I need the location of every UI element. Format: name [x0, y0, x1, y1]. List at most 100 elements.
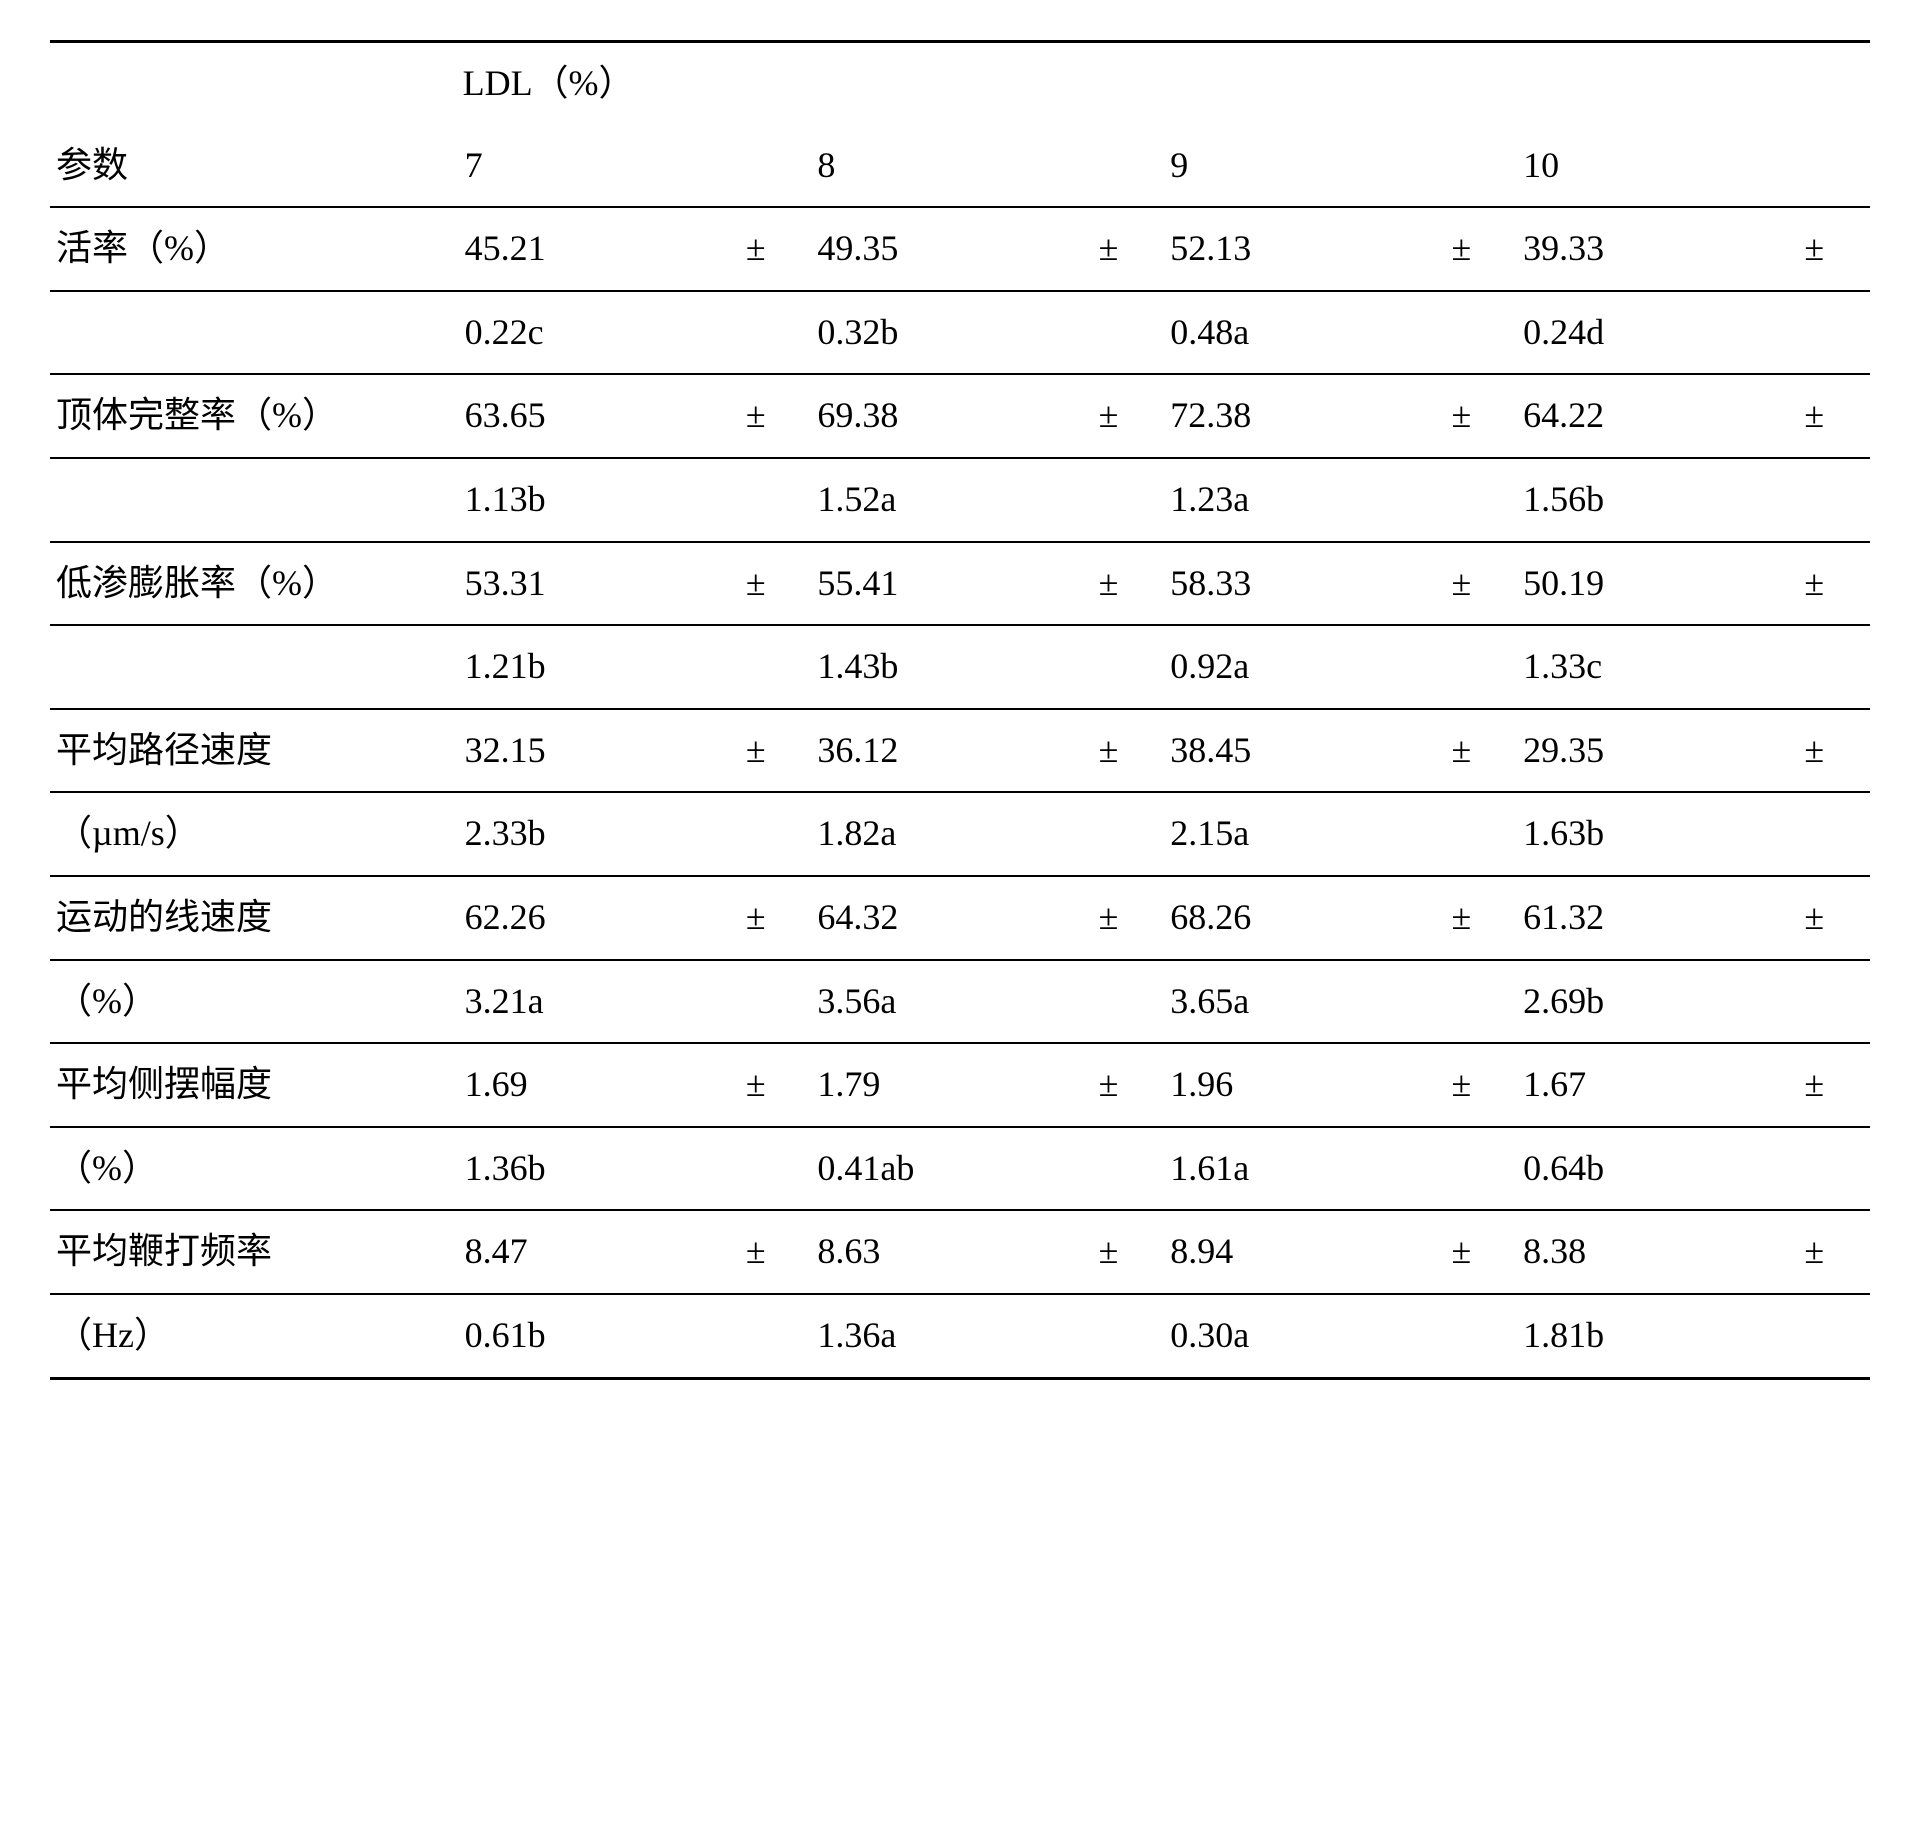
table-row: （%）3.21a3.56a3.65a2.69b — [50, 960, 1870, 1044]
gap-cell — [1758, 1127, 1870, 1211]
gap-cell — [1758, 960, 1870, 1044]
value-cell: 8.63 — [811, 1210, 1052, 1294]
table-row: 平均鞭打频率8.47±8.63±8.94±8.38± — [50, 1210, 1870, 1294]
value-cell: 39.33 — [1517, 207, 1758, 291]
plus-minus: ± — [1758, 709, 1870, 793]
gap-cell — [1053, 1127, 1164, 1211]
table-row: （%）1.36b0.41ab1.61a0.64b — [50, 1127, 1870, 1211]
param-label-unit — [50, 458, 459, 542]
plus-minus: ± — [1406, 709, 1517, 793]
value-cell: 50.19 — [1517, 542, 1758, 626]
sd-cell: 1.43b — [811, 625, 1052, 709]
level-header-gap-4 — [1758, 125, 1870, 208]
value-cell: 58.33 — [1164, 542, 1405, 626]
param-label-unit — [50, 625, 459, 709]
gap-cell — [1406, 792, 1517, 876]
value-cell: 55.41 — [811, 542, 1052, 626]
plus-minus: ± — [1053, 542, 1164, 626]
gap-cell — [1406, 291, 1517, 375]
plus-minus: ± — [1406, 1043, 1517, 1127]
level-header-9: 9 — [1164, 125, 1405, 208]
gap-cell — [700, 1294, 811, 1378]
level-header-gap-3 — [1406, 125, 1517, 208]
header-spanner-row: LDL（%） — [50, 42, 1870, 125]
plus-minus: ± — [1053, 374, 1164, 458]
param-label: 平均侧摆幅度 — [50, 1043, 459, 1127]
value-cell: 1.67 — [1517, 1043, 1758, 1127]
param-label-unit: （%） — [50, 960, 459, 1044]
table-row: 活率（%）45.21±49.35±52.13±39.33± — [50, 207, 1870, 291]
plus-minus: ± — [1406, 1210, 1517, 1294]
value-cell: 8.94 — [1164, 1210, 1405, 1294]
gap-cell — [1053, 792, 1164, 876]
plus-minus: ± — [1758, 542, 1870, 626]
sd-cell: 0.64b — [1517, 1127, 1758, 1211]
plus-minus: ± — [700, 1043, 811, 1127]
table-row: （Hz）0.61b1.36a0.30a1.81b — [50, 1294, 1870, 1378]
plus-minus: ± — [700, 374, 811, 458]
value-cell: 53.31 — [459, 542, 700, 626]
gap-cell — [1053, 960, 1164, 1044]
gap-cell — [1758, 1294, 1870, 1378]
plus-minus: ± — [1406, 876, 1517, 960]
gap-cell — [1406, 1127, 1517, 1211]
table-row: 1.21b1.43b0.92a1.33c — [50, 625, 1870, 709]
gap-cell — [1406, 1294, 1517, 1378]
gap-cell — [1053, 1294, 1164, 1378]
plus-minus: ± — [1758, 876, 1870, 960]
table-row: （µm/s）2.33b1.82a2.15a1.63b — [50, 792, 1870, 876]
table-row: 运动的线速度62.26±64.32±68.26±61.32± — [50, 876, 1870, 960]
gap-cell — [1406, 625, 1517, 709]
sd-cell: 1.81b — [1517, 1294, 1758, 1378]
sd-cell: 1.36a — [811, 1294, 1052, 1378]
gap-cell — [700, 291, 811, 375]
param-header: 参数 — [50, 125, 459, 208]
param-label: 活率（%） — [50, 207, 459, 291]
sd-cell: 3.65a — [1164, 960, 1405, 1044]
param-label: 顶体完整率（%） — [50, 374, 459, 458]
value-cell: 63.65 — [459, 374, 700, 458]
param-label: 运动的线速度 — [50, 876, 459, 960]
value-cell: 1.69 — [459, 1043, 700, 1127]
data-table-container: LDL（%） 参数 7 8 9 10 活率（%）45.21±49.35±52.1… — [50, 40, 1870, 1380]
plus-minus: ± — [1406, 207, 1517, 291]
level-header-gap-2 — [1053, 125, 1164, 208]
value-cell: 29.35 — [1517, 709, 1758, 793]
sd-cell: 2.15a — [1164, 792, 1405, 876]
gap-cell — [700, 960, 811, 1044]
plus-minus: ± — [1758, 1210, 1870, 1294]
sd-cell: 1.63b — [1517, 792, 1758, 876]
sd-cell: 0.32b — [811, 291, 1052, 375]
param-label: 平均鞭打频率 — [50, 1210, 459, 1294]
gap-cell — [1758, 291, 1870, 375]
table-row: 平均路径速度32.15±36.12±38.45±29.35± — [50, 709, 1870, 793]
plus-minus: ± — [700, 207, 811, 291]
ldl-spanner-label: LDL（%） — [459, 42, 1870, 125]
sd-cell: 0.22c — [459, 291, 700, 375]
gap-cell — [1758, 625, 1870, 709]
gap-cell — [1053, 458, 1164, 542]
gap-cell — [1406, 458, 1517, 542]
param-label-unit — [50, 291, 459, 375]
value-cell: 69.38 — [811, 374, 1052, 458]
value-cell: 32.15 — [459, 709, 700, 793]
table-row: 低渗膨胀率（%）53.31±55.41±58.33±50.19± — [50, 542, 1870, 626]
plus-minus: ± — [1053, 709, 1164, 793]
sd-cell: 0.61b — [459, 1294, 700, 1378]
param-label: 低渗膨胀率（%） — [50, 542, 459, 626]
sd-cell: 2.69b — [1517, 960, 1758, 1044]
value-cell: 8.38 — [1517, 1210, 1758, 1294]
sd-cell: 1.13b — [459, 458, 700, 542]
level-header-gap-1 — [700, 125, 811, 208]
value-cell: 36.12 — [811, 709, 1052, 793]
sd-cell: 2.33b — [459, 792, 700, 876]
sd-cell: 3.21a — [459, 960, 700, 1044]
value-cell: 62.26 — [459, 876, 700, 960]
plus-minus: ± — [1053, 1043, 1164, 1127]
plus-minus: ± — [700, 542, 811, 626]
value-cell: 8.47 — [459, 1210, 700, 1294]
level-header-7: 7 — [459, 125, 700, 208]
table-row: 平均侧摆幅度1.69±1.79±1.96±1.67± — [50, 1043, 1870, 1127]
sd-cell: 1.23a — [1164, 458, 1405, 542]
table-row: 顶体完整率（%）63.65±69.38±72.38±64.22± — [50, 374, 1870, 458]
